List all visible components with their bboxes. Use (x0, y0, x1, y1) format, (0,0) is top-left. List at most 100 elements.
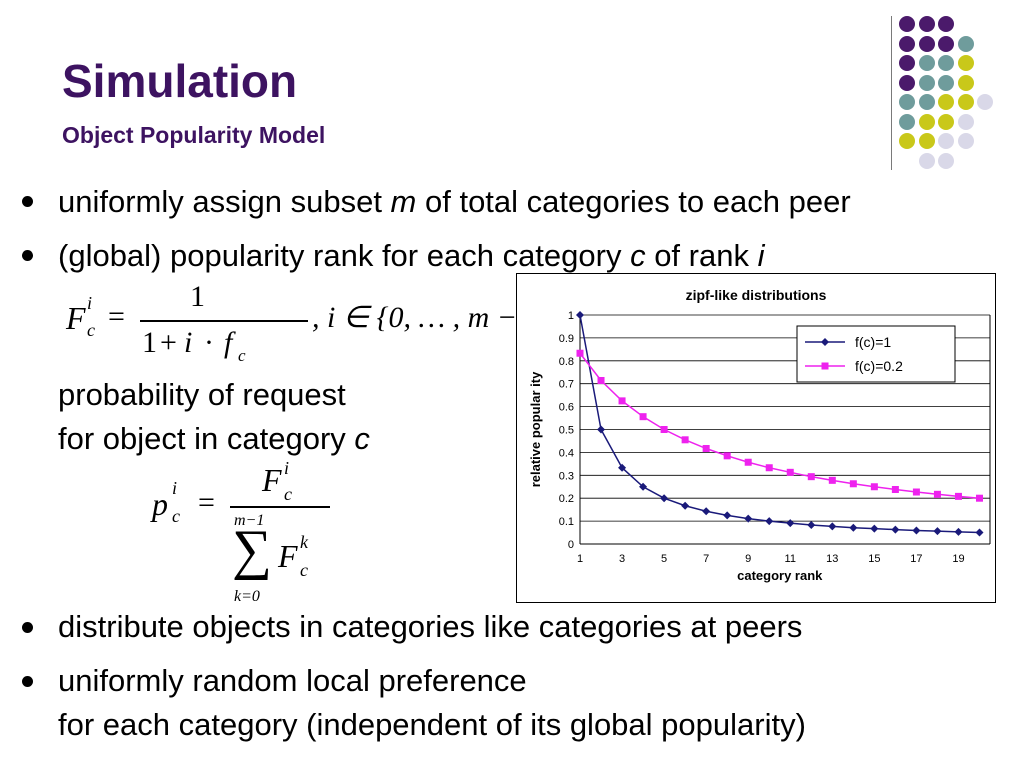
x-tick-label: 7 (703, 553, 709, 565)
decorative-dot (957, 55, 974, 71)
decorative-dot (957, 74, 974, 91)
series-1-point (807, 520, 816, 529)
series-2-point (786, 468, 794, 476)
series-2-point (597, 376, 605, 384)
decorative-divider (891, 16, 892, 170)
y-tick-label: 0.8 (559, 356, 574, 368)
series-2-point (807, 473, 815, 481)
bullet-4-line1: uniformly random local preference (58, 663, 527, 698)
decorative-dot (918, 16, 935, 32)
decorative-dot (899, 133, 915, 149)
legend-marker (821, 338, 829, 346)
series-1-point (681, 501, 690, 510)
series-1-point (744, 514, 753, 523)
formula1-equals: = (108, 300, 125, 333)
y-tick-label: 0.5 (559, 425, 574, 437)
decorative-dot (957, 113, 974, 130)
series-2-point (702, 445, 710, 453)
legend-box (796, 325, 956, 383)
series-1-point (702, 507, 711, 516)
y-tick-label: 0.1 (559, 516, 574, 528)
series-1-point (576, 311, 584, 319)
probability-text-line1: probability of request (58, 377, 346, 412)
formula2-sub: c (172, 506, 180, 526)
series-2-point (744, 458, 752, 466)
decorative-dot (938, 113, 954, 130)
formula2-lhs: p (152, 486, 168, 522)
decorative-dot (938, 35, 954, 52)
series-2-point (891, 485, 899, 493)
series-2-point (618, 397, 626, 405)
series-2-point (975, 494, 983, 502)
series-2-point (954, 492, 962, 500)
series-1-point (849, 523, 858, 532)
decorative-dot (918, 94, 935, 110)
y-tick-label: 0 (568, 539, 574, 551)
formula2-den: F (278, 538, 298, 574)
bullet-marker (22, 676, 33, 687)
formula2-den-sup: k (300, 532, 308, 552)
series-2-point (660, 426, 668, 433)
bullet-2: (global) popularity rank for each catego… (58, 237, 764, 274)
decorative-dot (899, 113, 915, 130)
decorative-dot (938, 94, 954, 110)
bullet-2-text-mid: of rank (645, 238, 758, 273)
chart-canvas: zipf-like distributions 0 0.1 0.2 0.3 0.4 0.5 0… (528, 287, 991, 583)
series-1-point (597, 425, 606, 434)
decorative-dot (899, 94, 915, 110)
series-1-point (975, 528, 984, 537)
series-2-point (849, 480, 857, 488)
y-tick-label: 0.3 (559, 470, 574, 482)
decorative-dot (938, 74, 954, 91)
decorative-dot (899, 55, 915, 71)
formula1-domain: , i ∈ {0, … , m − 1} (312, 301, 552, 334)
probability-text: for object in category (58, 421, 355, 456)
y-tick-label: 0.4 (559, 447, 574, 459)
series-1-point (723, 511, 732, 520)
decorative-dot (899, 74, 915, 91)
decorative-dot (899, 16, 915, 32)
series-2-point (681, 436, 689, 444)
formula2-sup: i (172, 478, 178, 498)
series-2-point (723, 452, 731, 460)
formula1-den-i: i (184, 326, 193, 359)
x-tick-label: 5 (661, 553, 667, 565)
zipf-chart: zipf-like distributions 0 0.1 0.2 0.3 0.4 0.5 0… (516, 273, 996, 603)
formula2-num: F (262, 462, 282, 498)
decorative-dot (957, 94, 974, 110)
formula2-num-sup: i (284, 458, 290, 478)
series-2-point (912, 488, 920, 496)
bullet-1: uniformly assign subset m of total categ… (58, 183, 851, 220)
bullet-2-var-c: c (630, 238, 646, 273)
slide-title: Simulation (62, 55, 298, 107)
decorative-dot (938, 16, 954, 32)
series-2-point (870, 483, 878, 491)
formula2-num-sub: c (284, 484, 292, 504)
formula1-lhs: F (66, 300, 86, 336)
x-tick-label: 1 (577, 553, 583, 565)
formula1-den-plus: + (160, 326, 177, 359)
y-tick-label: 0.6 (559, 402, 574, 414)
bullet-1-text: uniformly assign subset (58, 184, 391, 219)
decorative-dot (957, 35, 974, 52)
fraction-bar (230, 506, 330, 508)
decorative-dot-grid (0, 0, 1024, 170)
decorative-dot (938, 55, 954, 71)
decorative-dot (918, 74, 935, 91)
series-1-point (933, 527, 942, 536)
series-1-point (660, 494, 669, 503)
series-1-point (870, 524, 879, 533)
formula2-equals: = (198, 486, 215, 519)
series-2-point (933, 490, 941, 498)
series-1-point (618, 463, 627, 472)
formula2-sum-top: m−1 (234, 512, 265, 529)
formula1-den-fsub: c (238, 346, 246, 365)
legend-label: f(c)=0.2 (855, 358, 903, 374)
formula2-den-sub: c (300, 560, 308, 580)
decorative-dot (918, 55, 935, 71)
x-tick-label: 9 (745, 553, 751, 565)
series-2-point (828, 476, 836, 484)
y-tick-label: 0.2 (559, 493, 574, 505)
formula-request-probability: p i c = F i c m−1 ∑ k=0 F k c (150, 458, 350, 608)
formula2-sum-bottom: k=0 (234, 588, 260, 605)
